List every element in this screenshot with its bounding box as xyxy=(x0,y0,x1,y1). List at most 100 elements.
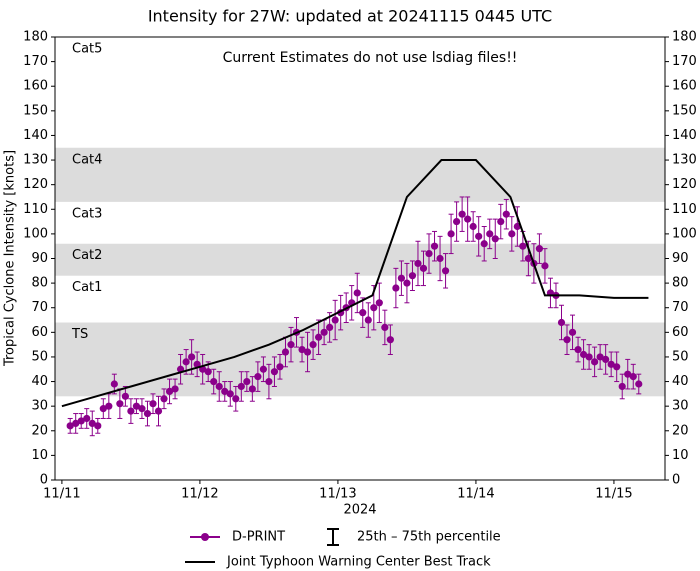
dprint-point xyxy=(386,336,394,344)
band-label: Cat4 xyxy=(72,152,102,167)
dprint-point xyxy=(138,405,146,413)
dprint-point xyxy=(618,382,626,391)
dprint-point xyxy=(287,341,295,349)
dprint-point xyxy=(585,353,593,361)
y2-tick-label: 100 xyxy=(672,226,697,241)
y2-tick-label: 160 xyxy=(672,79,697,94)
dprint-point xyxy=(624,370,632,378)
dprint-point xyxy=(270,368,279,376)
dprint-point xyxy=(243,377,251,386)
dprint-point xyxy=(574,345,582,354)
y2-tick-label: 130 xyxy=(672,153,697,168)
legend-swatch xyxy=(201,533,209,541)
y-tick-label: 60 xyxy=(31,325,48,340)
x-tick-label: 11/11 xyxy=(43,487,80,502)
dprint-point xyxy=(77,417,85,425)
dprint-point xyxy=(436,254,444,263)
dprint-point xyxy=(143,409,152,418)
annotation: Current Estimates do not use lsdiag file… xyxy=(223,50,518,66)
band-label: Cat5 xyxy=(72,42,102,57)
dprint-point xyxy=(607,360,615,368)
dprint-point xyxy=(72,419,80,427)
best-track-line xyxy=(61,159,649,408)
dprint-point xyxy=(629,373,637,381)
y-tick-label: 110 xyxy=(23,202,48,217)
x-tick-label: 11/15 xyxy=(595,487,632,502)
dprint-point xyxy=(568,328,577,336)
dprint-point xyxy=(497,217,505,226)
dprint-point xyxy=(370,304,378,312)
x-tick-label: 11/14 xyxy=(457,487,494,502)
dprint-point xyxy=(221,387,229,395)
dprint-point xyxy=(414,259,422,268)
dprint-point xyxy=(276,363,284,371)
intensity-band xyxy=(55,147,665,202)
dprint-point xyxy=(502,210,510,218)
dprint-point xyxy=(381,323,389,332)
dprint-point xyxy=(226,390,234,398)
y2-tick-label: 60 xyxy=(672,325,689,340)
dprint-point xyxy=(309,341,317,349)
y-tick-label: 100 xyxy=(23,226,48,241)
y-axis-label: Tropical Cyclone Intensity [knots] xyxy=(3,150,18,367)
dprint-point xyxy=(171,385,179,393)
intensity-band xyxy=(55,243,665,276)
dprint-point xyxy=(248,385,256,393)
dprint-point xyxy=(160,395,168,403)
dprint-point xyxy=(259,365,267,373)
y-tick-label: 40 xyxy=(31,374,48,389)
dprint-point xyxy=(66,422,74,430)
dprint-point xyxy=(320,328,328,336)
dprint-point xyxy=(453,217,461,226)
dprint-point xyxy=(83,414,91,423)
dprint-point xyxy=(254,373,262,381)
dprint-point xyxy=(132,402,141,410)
dprint-point xyxy=(215,382,223,391)
chart-title: Intensity for 27W: updated at 20241115 0… xyxy=(148,7,552,26)
intensity-band xyxy=(55,322,665,397)
y2-tick-label: 170 xyxy=(672,54,697,69)
y-tick-label: 180 xyxy=(23,30,48,45)
y-tick-label: 50 xyxy=(31,349,48,364)
y2-tick-label: 10 xyxy=(672,448,689,463)
dprint-point xyxy=(535,245,544,253)
dprint-point xyxy=(314,333,323,341)
dprint-point xyxy=(602,355,610,364)
dprint-point xyxy=(447,230,455,238)
dprint-point xyxy=(425,249,433,258)
dprint-point xyxy=(591,358,599,366)
dprint-point xyxy=(557,318,566,327)
y-tick-label: 150 xyxy=(23,103,48,118)
y-tick-label: 160 xyxy=(23,79,48,94)
dprint-point xyxy=(188,353,196,361)
dprint-point xyxy=(469,222,477,231)
dprint-point xyxy=(441,267,450,275)
y-tick-label: 20 xyxy=(31,423,48,438)
dprint-point xyxy=(486,230,494,238)
y2-tick-label: 150 xyxy=(672,103,697,118)
y-tick-label: 10 xyxy=(31,448,48,463)
dprint-point xyxy=(110,380,118,388)
dprint-point xyxy=(116,400,124,408)
dprint-point xyxy=(408,272,417,280)
dprint-point xyxy=(508,230,516,238)
dprint-point xyxy=(480,240,488,248)
dprint-point xyxy=(165,387,174,395)
dprint-point xyxy=(392,284,400,292)
dprint-point xyxy=(265,377,273,386)
y-tick-label: 30 xyxy=(31,399,48,414)
y-tick-label: 90 xyxy=(31,251,48,266)
dprint-point xyxy=(210,377,218,386)
y2-tick-label: 90 xyxy=(672,251,689,266)
dprint-point xyxy=(541,262,549,270)
band-label: Cat3 xyxy=(72,206,102,221)
dprint-point xyxy=(353,289,361,297)
y2-tick-label: 80 xyxy=(672,276,689,291)
dprint-point xyxy=(105,402,113,410)
legend-label: 25th – 75th percentile xyxy=(357,530,501,545)
y-tick-label: 80 xyxy=(31,276,48,291)
dprint-point xyxy=(237,382,245,391)
band-label: TS xyxy=(71,327,88,342)
dprint-point xyxy=(232,395,240,403)
y2-tick-label: 20 xyxy=(672,423,689,438)
